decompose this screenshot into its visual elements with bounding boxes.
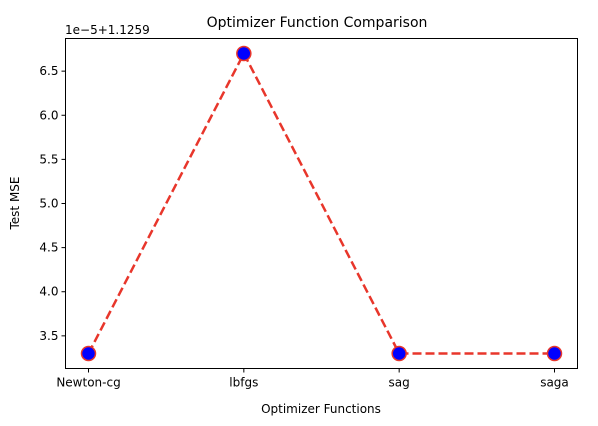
y-tick-label: 3.5 [39, 329, 58, 343]
y-axis-ticks: 3.5 4.0 4.5 5.0 5.5 6.0 6.5 [39, 64, 66, 343]
y-tick-label: 6.0 [39, 108, 58, 122]
data-point [80, 345, 97, 362]
x-axis-label: Optimizer Functions [261, 402, 381, 416]
y-axis-label: Test MSE [8, 177, 22, 231]
chart-offset-label: 1e−5+1.1259 [65, 23, 150, 37]
x-tick-label: lbfgs [229, 376, 258, 390]
x-tick-label: Newton-cg [56, 376, 120, 390]
x-axis-ticks: Newton-cg lbfgs sag saga [56, 368, 569, 390]
data-series [80, 45, 563, 362]
y-tick-label: 5.5 [39, 152, 58, 166]
chart-title: Optimizer Function Comparison [207, 15, 428, 31]
y-tick-label: 4.5 [39, 241, 58, 255]
x-tick-label: sag [389, 376, 410, 390]
data-point [546, 345, 563, 362]
y-tick-label: 6.5 [39, 64, 58, 78]
data-point [391, 345, 407, 362]
y-tick-label: 5.0 [39, 197, 58, 211]
y-tick-label: 4.0 [39, 285, 58, 299]
x-tick-label: saga [540, 376, 569, 390]
data-point [236, 45, 252, 62]
